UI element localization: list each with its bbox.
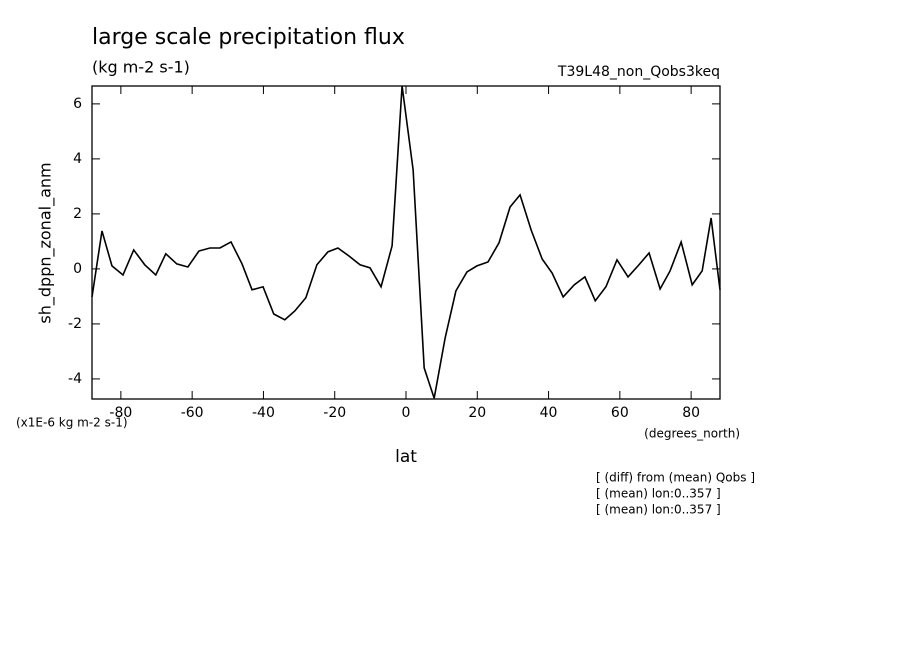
x-tick-label: -60 bbox=[181, 405, 204, 421]
note: [ (diff) from (mean) Qobs ] bbox=[596, 471, 755, 485]
data-line bbox=[91, 85, 721, 399]
x-tick-label: -80 bbox=[109, 405, 132, 421]
y-tick-label: 4 bbox=[73, 151, 82, 167]
x-tick-label: -20 bbox=[323, 405, 346, 421]
x-tick-label: 60 bbox=[611, 405, 629, 421]
dataset-label: T39L48_non_Qobs3keq bbox=[557, 64, 720, 80]
y-units: (x1E-6 kg m-2 s-1) bbox=[16, 416, 128, 430]
y-tick-label: 0 bbox=[73, 261, 82, 277]
x-axis-label: lat bbox=[395, 447, 417, 467]
y-tick-label: 6 bbox=[73, 96, 82, 112]
x-tick-label: 20 bbox=[468, 405, 486, 421]
x-tick-label: 80 bbox=[682, 405, 700, 421]
x-tick-label: 0 bbox=[402, 405, 411, 421]
y-tick-label: -4 bbox=[68, 371, 82, 387]
chart-subtitle: (kg m-2 s-1) bbox=[92, 58, 190, 77]
y-tick-label: -2 bbox=[68, 316, 82, 332]
x-tick-label: -40 bbox=[252, 405, 275, 421]
x-units: (degrees_north) bbox=[644, 427, 740, 441]
x-tick-label: 40 bbox=[540, 405, 558, 421]
note: [ (mean) lon:0..357 ] bbox=[596, 503, 721, 517]
y-axis-label: sh_dppn_zonal_anm bbox=[36, 162, 56, 323]
plot-frame bbox=[91, 85, 721, 400]
note: [ (mean) lon:0..357 ] bbox=[596, 487, 721, 501]
chart-title: large scale precipitation flux bbox=[92, 25, 405, 50]
y-tick-label: 2 bbox=[73, 206, 82, 222]
